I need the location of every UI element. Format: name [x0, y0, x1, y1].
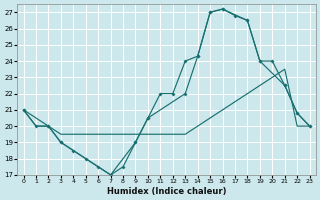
X-axis label: Humidex (Indice chaleur): Humidex (Indice chaleur) [107, 187, 226, 196]
